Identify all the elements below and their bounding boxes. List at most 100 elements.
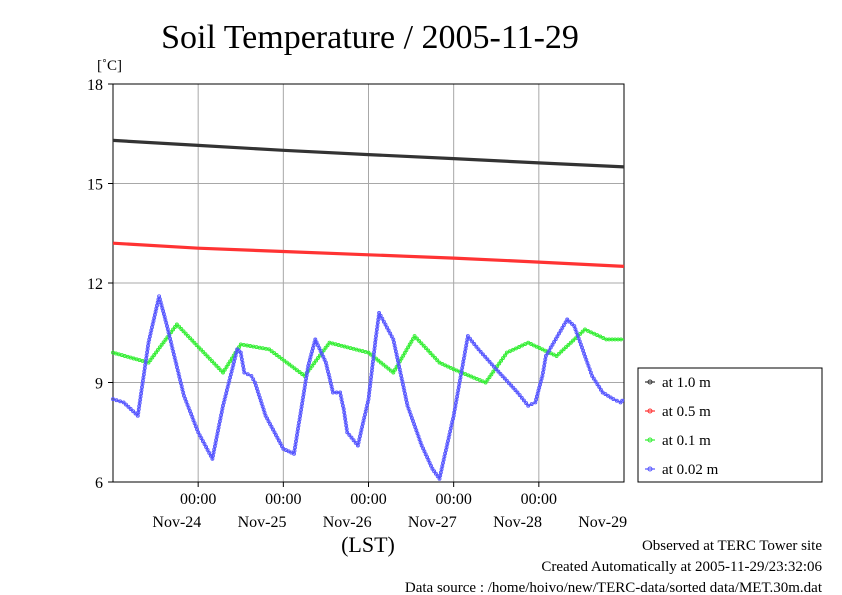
data-point [517, 393, 522, 398]
data-point [386, 328, 391, 333]
data-point [619, 337, 623, 342]
data-point [344, 426, 349, 431]
data-point [194, 343, 199, 348]
data-point [589, 330, 593, 335]
data-point [483, 354, 488, 359]
data-point [485, 377, 490, 382]
data-point [548, 345, 553, 350]
data-point [417, 338, 422, 343]
data-point [292, 366, 297, 371]
data-point [381, 319, 386, 324]
data-point [601, 336, 606, 340]
data-point [347, 432, 352, 437]
series-layer [111, 138, 625, 481]
data-point [316, 356, 320, 360]
data-point [614, 398, 619, 403]
data-point [388, 331, 393, 336]
y-tick-label: 6 [95, 475, 103, 492]
data-point [351, 438, 356, 443]
data-point [550, 342, 555, 347]
data-point [383, 364, 388, 369]
data-point [214, 363, 219, 368]
data-point [184, 399, 189, 404]
data-point [558, 328, 563, 333]
data-point [561, 323, 566, 328]
data-point [590, 373, 595, 378]
data-point [478, 349, 483, 354]
data-point [554, 354, 559, 358]
data-point [199, 436, 204, 441]
data-point [426, 348, 431, 353]
data-point [366, 350, 371, 355]
data-point [423, 452, 428, 457]
data-point [513, 388, 518, 393]
data-point [159, 342, 164, 347]
data-point [201, 349, 206, 354]
data-point [197, 433, 202, 438]
data-point [267, 347, 272, 352]
data-point [401, 353, 406, 358]
data-point [511, 385, 516, 390]
data-point [208, 453, 213, 458]
legend-label: at 0.02 m [662, 462, 719, 478]
data-point [523, 342, 528, 347]
data-point [551, 352, 556, 357]
data-point [228, 359, 233, 364]
data-point [620, 398, 625, 403]
data-point [571, 338, 576, 343]
data-point [207, 450, 212, 455]
x-tick-date: Nov-28 [493, 514, 542, 531]
data-point [154, 350, 159, 355]
y-tick-label: 15 [87, 177, 103, 194]
data-point [341, 407, 346, 411]
data-point [325, 343, 330, 348]
x-axis: 00:00 Nov-24 00:00 Nov-25 00:00 Nov-26 00:00 No… [152, 482, 627, 531]
series-at-1-0-m [112, 138, 625, 169]
series-at-0-1-m [111, 322, 624, 385]
data-point [586, 328, 590, 333]
data-point [480, 352, 485, 357]
data-point [529, 402, 534, 407]
data-point [567, 319, 572, 324]
data-point [295, 368, 299, 373]
x-tick-time: 00:00 [265, 491, 301, 508]
data-point [433, 471, 438, 476]
data-point [507, 349, 512, 354]
data-point [593, 379, 598, 384]
data-point [402, 350, 407, 355]
data-point [274, 353, 279, 357]
data-point [497, 361, 502, 366]
x-tick-date: Nov-29 [578, 514, 627, 531]
data-point [598, 387, 603, 392]
data-point [378, 360, 383, 365]
legend-marker [647, 379, 653, 385]
data-point [323, 345, 328, 350]
data-point [380, 316, 385, 321]
data-point [600, 390, 605, 395]
data-point [226, 362, 231, 367]
data-point [238, 350, 243, 355]
data-point [277, 354, 282, 359]
data-point [266, 419, 271, 424]
data-point [378, 313, 383, 318]
data-point [515, 390, 520, 395]
data-point [489, 372, 494, 377]
data-point [157, 345, 162, 350]
data-point [404, 348, 409, 353]
data-point [349, 435, 354, 440]
data-point [181, 329, 186, 334]
data-point [269, 349, 274, 354]
data-point [421, 343, 426, 348]
data-point [210, 359, 214, 364]
data-point [552, 339, 557, 344]
data-point [212, 361, 217, 366]
data-point [529, 342, 533, 346]
data-point [399, 356, 404, 361]
legend-marker [647, 466, 653, 472]
data-point [489, 362, 494, 367]
data-point [300, 372, 305, 376]
data-point [414, 336, 419, 341]
data-point [553, 337, 558, 342]
data-point [196, 345, 201, 350]
